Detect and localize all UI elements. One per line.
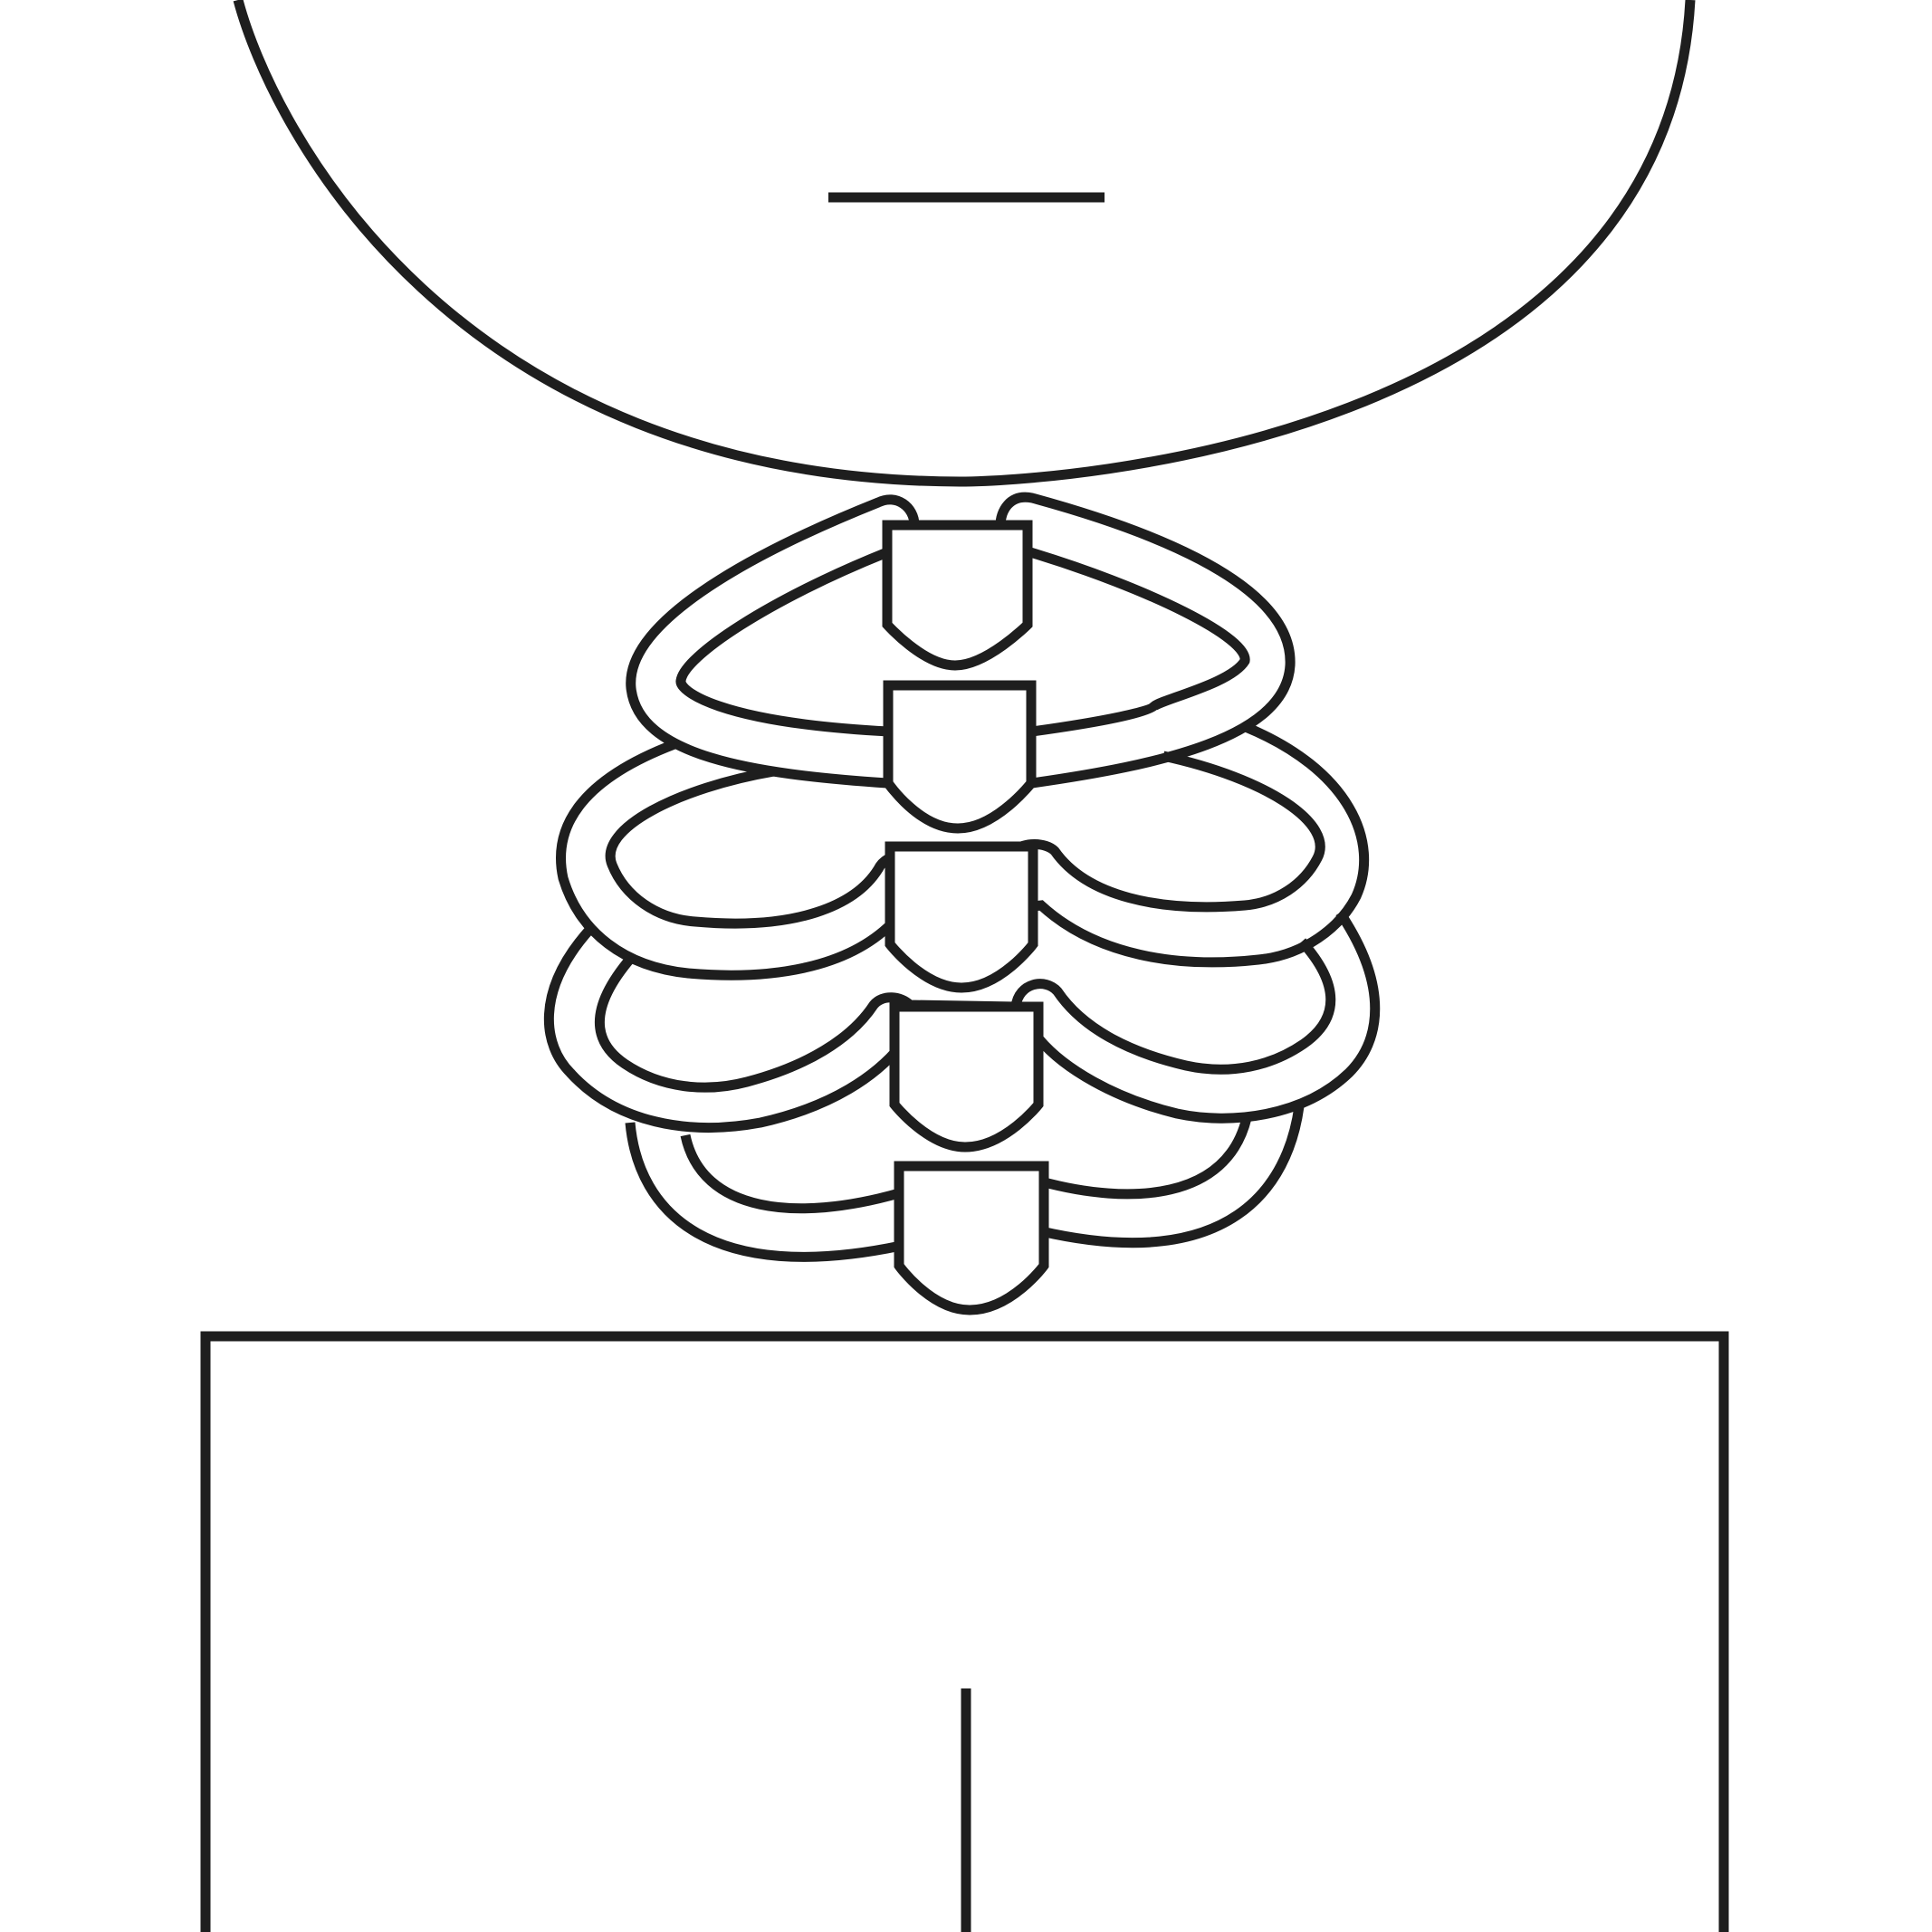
body-outline	[200, 1331, 1729, 1932]
head-outline	[233, 0, 1696, 487]
vertebra-plate-2	[883, 680, 1037, 834]
vertebra-plate-4	[889, 1001, 1044, 1153]
rib-1-inner	[675, 547, 1250, 737]
vertebra-plate-5	[894, 1161, 1049, 1315]
vertebra-plate-1	[882, 520, 1033, 671]
vertebra-plate-3	[885, 841, 1038, 993]
vertebra-plates	[882, 520, 1049, 1315]
